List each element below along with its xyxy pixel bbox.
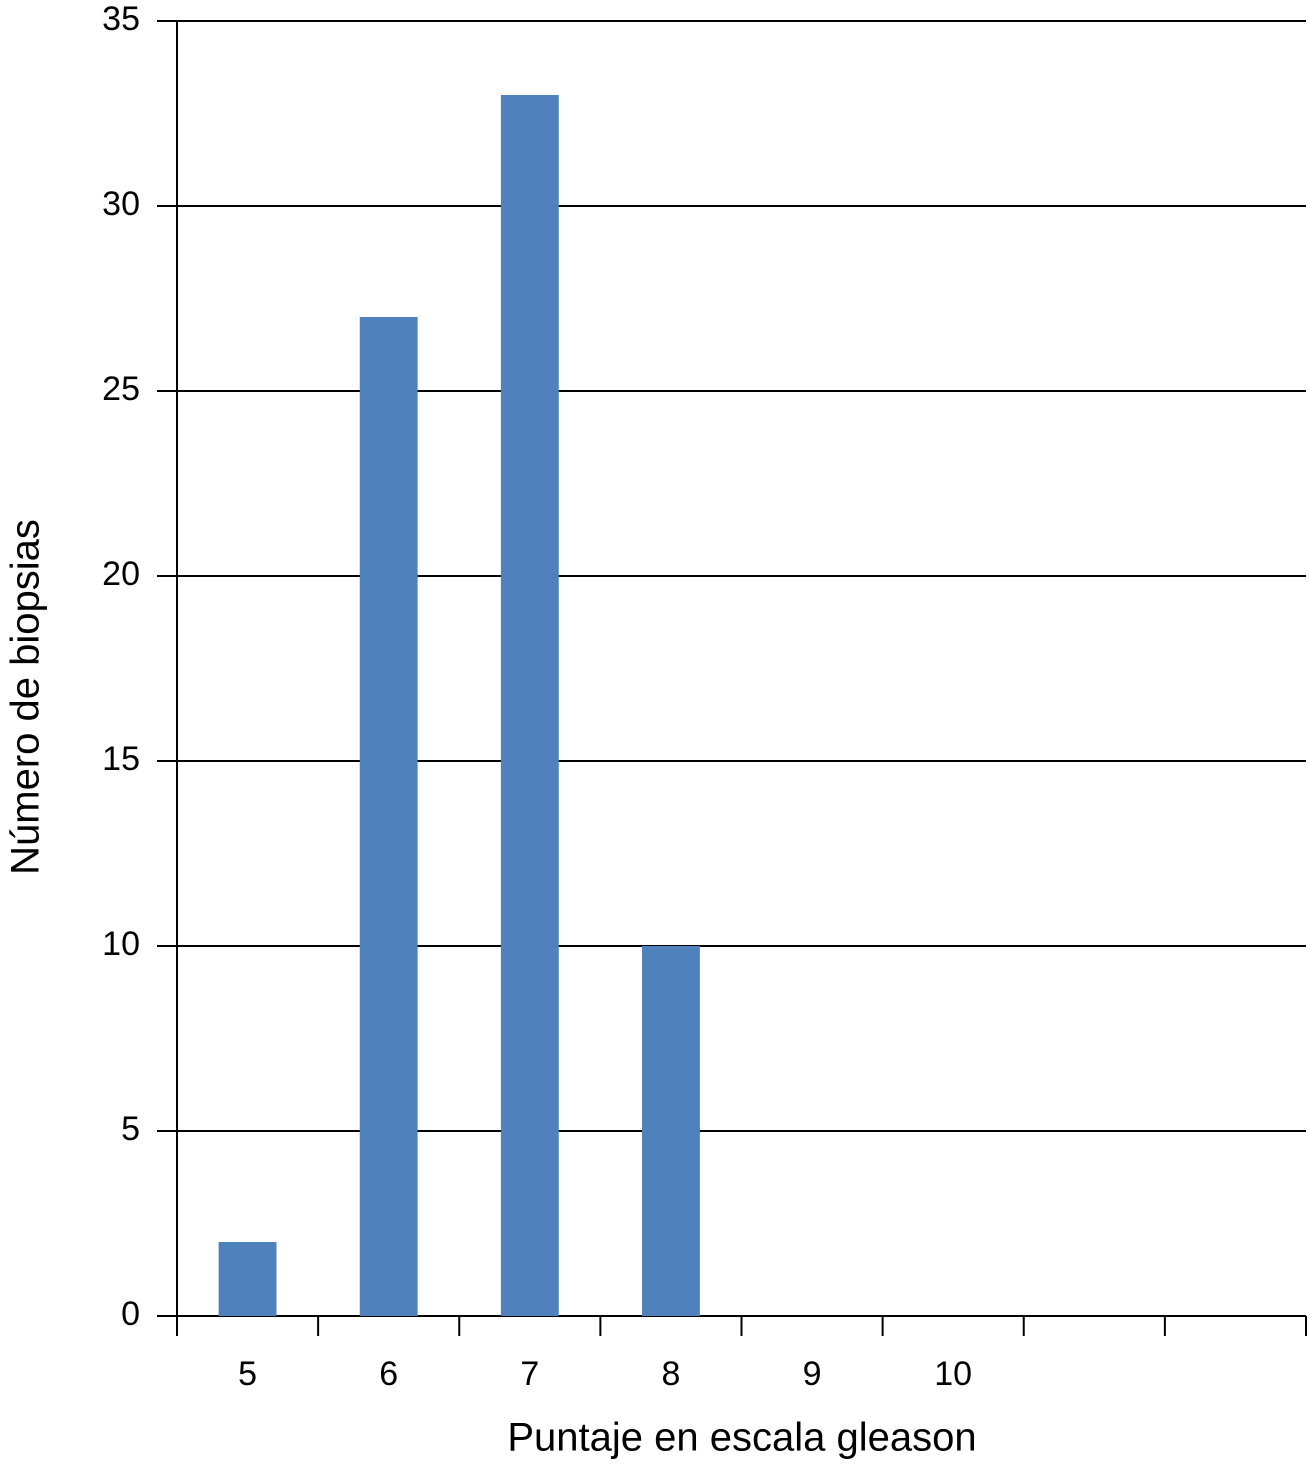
y-tick-label: 10: [102, 925, 140, 963]
y-tick-label: 25: [102, 370, 140, 408]
bar: [500, 95, 559, 1316]
y-axis-title: Número de biopsias: [4, 519, 48, 875]
x-tick-label: 8: [661, 1355, 680, 1393]
y-tick-label: 20: [102, 555, 140, 593]
y-tick-label: 0: [121, 1295, 140, 1333]
x-tick-label: 9: [803, 1355, 822, 1393]
bar: [218, 1242, 277, 1316]
x-axis-title: Puntaje en escala gleason: [507, 1416, 976, 1460]
x-tick-label: 7: [520, 1355, 539, 1393]
y-tick-label: 5: [121, 1110, 140, 1148]
bar: [359, 317, 418, 1316]
y-tick-label: 30: [102, 185, 140, 223]
x-tick-label: 5: [238, 1355, 257, 1393]
x-tick-label: 10: [934, 1355, 972, 1393]
x-tick-label: 6: [379, 1355, 398, 1393]
y-tick-label: 15: [102, 740, 140, 778]
bar: [642, 946, 700, 1316]
y-tick-label: 35: [102, 0, 140, 38]
